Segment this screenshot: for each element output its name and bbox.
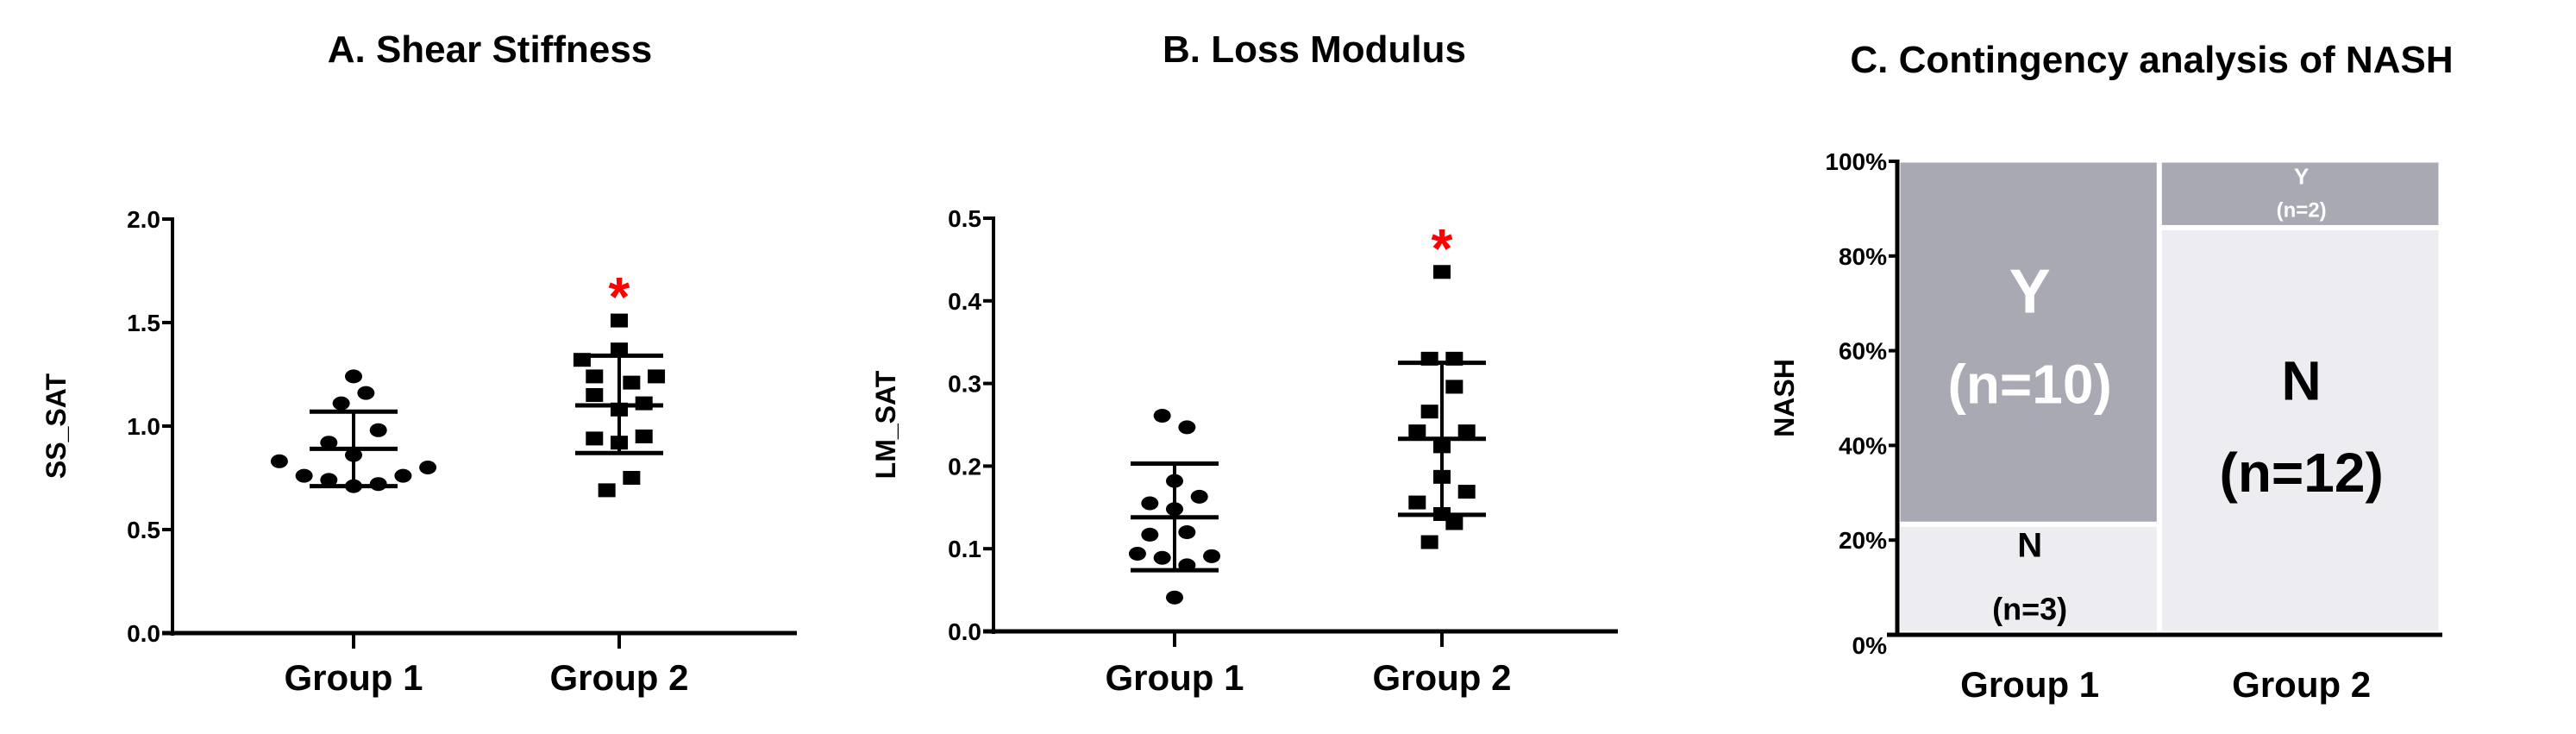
data-point-square <box>586 388 604 402</box>
cell-count: (n=10) <box>1948 353 2112 415</box>
data-point-circle <box>332 396 350 411</box>
significance-asterisk: * <box>1432 217 1453 279</box>
y-tick-label: 0.0 <box>127 620 160 647</box>
y-tick-label: 1.5 <box>127 310 160 336</box>
data-point-square <box>623 471 641 485</box>
data-point-square <box>611 342 628 357</box>
y-tick-label: 60% <box>1839 338 1887 365</box>
y-tick-label: 0.5 <box>948 205 981 232</box>
chart-title: B. Loss Modulus <box>1163 28 1466 71</box>
y-tick-label: 100% <box>1825 148 1887 175</box>
data-point-circle <box>1178 525 1196 540</box>
y-axis-label: SS_SAT <box>41 373 72 479</box>
data-point-square <box>1408 424 1426 439</box>
mosaic-cell-1-y: Y (n=10) <box>1897 160 2159 524</box>
chart-title: C. Contingency analysis of NASH <box>1850 39 2453 81</box>
data-point-square <box>1433 265 1451 279</box>
series-1 <box>270 369 437 493</box>
cell-label: N <box>2017 527 2042 565</box>
data-point-square <box>1445 516 1463 530</box>
y-tick-label: 80% <box>1839 243 1887 270</box>
chart-shear-stiffness: A. Shear Stiffness 0.0 0.5 1.0 1.5 2.0 SS_SAT G… <box>41 28 797 698</box>
data-point-square <box>1408 495 1426 510</box>
data-point-circle <box>320 436 338 450</box>
data-point-square <box>598 483 616 498</box>
chart-contingency-nash: C. Contingency analysis of NASH N (n=3) Y (n… <box>1769 39 2454 705</box>
significance-asterisk: * <box>609 266 630 328</box>
mosaic-cell-2-n: N (n=12) <box>2159 227 2441 634</box>
y-axis-label: LM_SAT <box>870 370 901 479</box>
y-tick-label: 0% <box>1852 632 1888 659</box>
data-point-circle <box>1153 408 1171 423</box>
x-tick-label: Group 1 <box>1105 657 1244 698</box>
y-tick-label: 2.0 <box>127 206 160 233</box>
data-point-circle <box>270 454 288 468</box>
series-2 <box>573 313 666 498</box>
data-point-circle <box>1141 527 1159 542</box>
mosaic-cell-rect <box>2159 160 2441 228</box>
data-point-circle <box>1190 489 1208 504</box>
data-point-square <box>611 313 628 328</box>
data-point-circle <box>1203 549 1221 563</box>
x-tick-label: Group 2 <box>2232 664 2371 705</box>
data-point-circle <box>419 461 437 474</box>
data-point-square <box>1457 485 1476 499</box>
data-point-square <box>648 369 666 384</box>
x-tick-label: Group 2 <box>549 657 688 698</box>
data-point-circle <box>394 468 412 483</box>
mosaic-cell-2-y: Y (n=2) <box>2159 160 2441 228</box>
series-2 <box>1398 265 1486 549</box>
y-axis-label: NASH <box>1769 359 1800 437</box>
mosaic-cell-rect <box>1897 524 2159 634</box>
data-point-circle <box>1141 496 1159 511</box>
data-point-circle <box>295 468 313 483</box>
y-tick-label: 0.2 <box>948 453 981 480</box>
data-point-circle <box>357 386 375 400</box>
data-point-circle <box>369 423 387 437</box>
cell-count: (n=3) <box>1992 591 2067 626</box>
data-point-circle <box>1166 590 1183 605</box>
y-tick-label: 20% <box>1839 527 1887 554</box>
y-tick-label: 0.4 <box>948 288 981 315</box>
data-point-square <box>1420 405 1438 419</box>
y-tick-label: 1.0 <box>127 413 160 440</box>
data-point-square <box>1420 535 1438 549</box>
cell-count: (n=12) <box>2220 442 2384 504</box>
data-point-circle <box>320 473 338 487</box>
mosaic-cell-rect <box>1897 160 2159 524</box>
data-point-circle <box>345 369 362 384</box>
data-point-square <box>623 375 641 390</box>
series-1 <box>1128 408 1221 605</box>
data-point-square <box>1457 424 1476 439</box>
x-tick-label: Group 1 <box>1960 664 2099 705</box>
y-tick-label: 0.5 <box>127 517 160 543</box>
cell-label: Y <box>2009 258 2051 327</box>
x-tick-label: Group 1 <box>284 657 423 698</box>
chart-title: A. Shear Stiffness <box>328 28 653 71</box>
y-tick-label: 0.1 <box>948 536 981 562</box>
data-point-circle <box>1128 546 1146 561</box>
mosaic-cell-1-n: N (n=3) <box>1897 524 2159 634</box>
data-point-square <box>586 431 604 446</box>
x-tick-label: Group 2 <box>1372 657 1511 698</box>
y-tick-label: 40% <box>1839 432 1887 459</box>
chart-loss-modulus: B. Loss Modulus 0.0 0.1 0.2 0.3 0.4 0.5 LM_SAT G… <box>870 28 1618 698</box>
y-tick-label: 0.3 <box>948 371 981 398</box>
data-point-square <box>586 369 604 384</box>
cell-label: N <box>2282 350 2322 412</box>
data-point-circle <box>1178 420 1196 435</box>
data-point-circle <box>1153 550 1171 565</box>
y-tick-label: 0.0 <box>948 618 981 645</box>
data-point-square <box>1445 380 1463 394</box>
mosaic-cell-rect <box>2159 227 2441 634</box>
cell-label: Y <box>2294 163 2309 189</box>
cell-count: (n=2) <box>2277 198 2327 222</box>
data-point-square <box>635 430 653 443</box>
